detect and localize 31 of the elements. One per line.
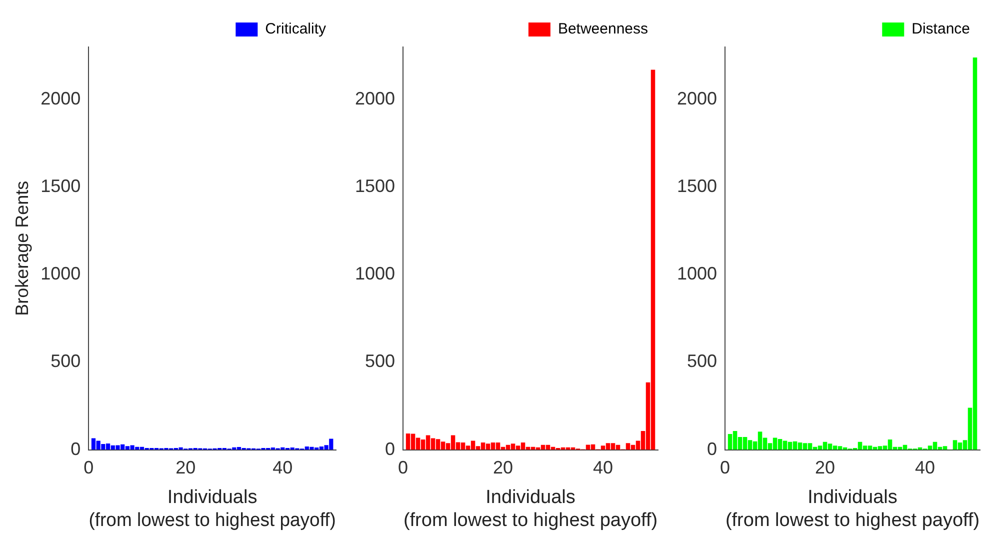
x-tick-label: 0 <box>84 458 94 478</box>
y-axis-title: Brokerage Rents <box>12 180 32 316</box>
y-tick-label: 2000 <box>676 88 718 109</box>
y-tick-label: 2000 <box>40 88 81 109</box>
legend-label: Criticality <box>265 20 326 38</box>
x-tick-label: 20 <box>815 458 836 478</box>
x-axis-title: Individuals (from lowest to highest payoff) <box>725 487 980 531</box>
x-tick-label: 40 <box>914 458 936 478</box>
x-tick-label: 40 <box>272 458 293 478</box>
y-tick-label: 1000 <box>676 264 718 284</box>
y-tick-label: 500 <box>686 351 718 372</box>
y-tick-label: 500 <box>364 351 396 372</box>
x-axis-title: Individuals (from lowest to highest payoff) <box>88 487 336 530</box>
y-tick-label: 2000 <box>354 88 396 109</box>
y-tick-label: 1000 <box>40 264 81 284</box>
y-tick-label: 500 <box>50 351 81 372</box>
y-tick-label: 1000 <box>354 264 396 284</box>
legend-label: Distance <box>912 20 970 38</box>
x-tick-label: 0 <box>720 458 730 478</box>
legend-label: Betweenness <box>558 20 648 38</box>
x-tick-label: 20 <box>176 458 196 478</box>
y-tick-label: 1500 <box>354 176 396 196</box>
x-axis-title: Individuals (from lowest to highest payoff) <box>403 487 658 531</box>
y-tick-label: 1500 <box>676 176 718 196</box>
y-tick-label: 0 <box>385 438 396 459</box>
y-tick-label: 0 <box>70 438 81 459</box>
x-tick-label: 40 <box>592 458 614 478</box>
x-tick-label: 20 <box>493 458 514 478</box>
y-tick-label: 0 <box>707 438 718 459</box>
y-tick-label: 1500 <box>40 176 81 196</box>
x-tick-label: 0 <box>398 458 408 478</box>
